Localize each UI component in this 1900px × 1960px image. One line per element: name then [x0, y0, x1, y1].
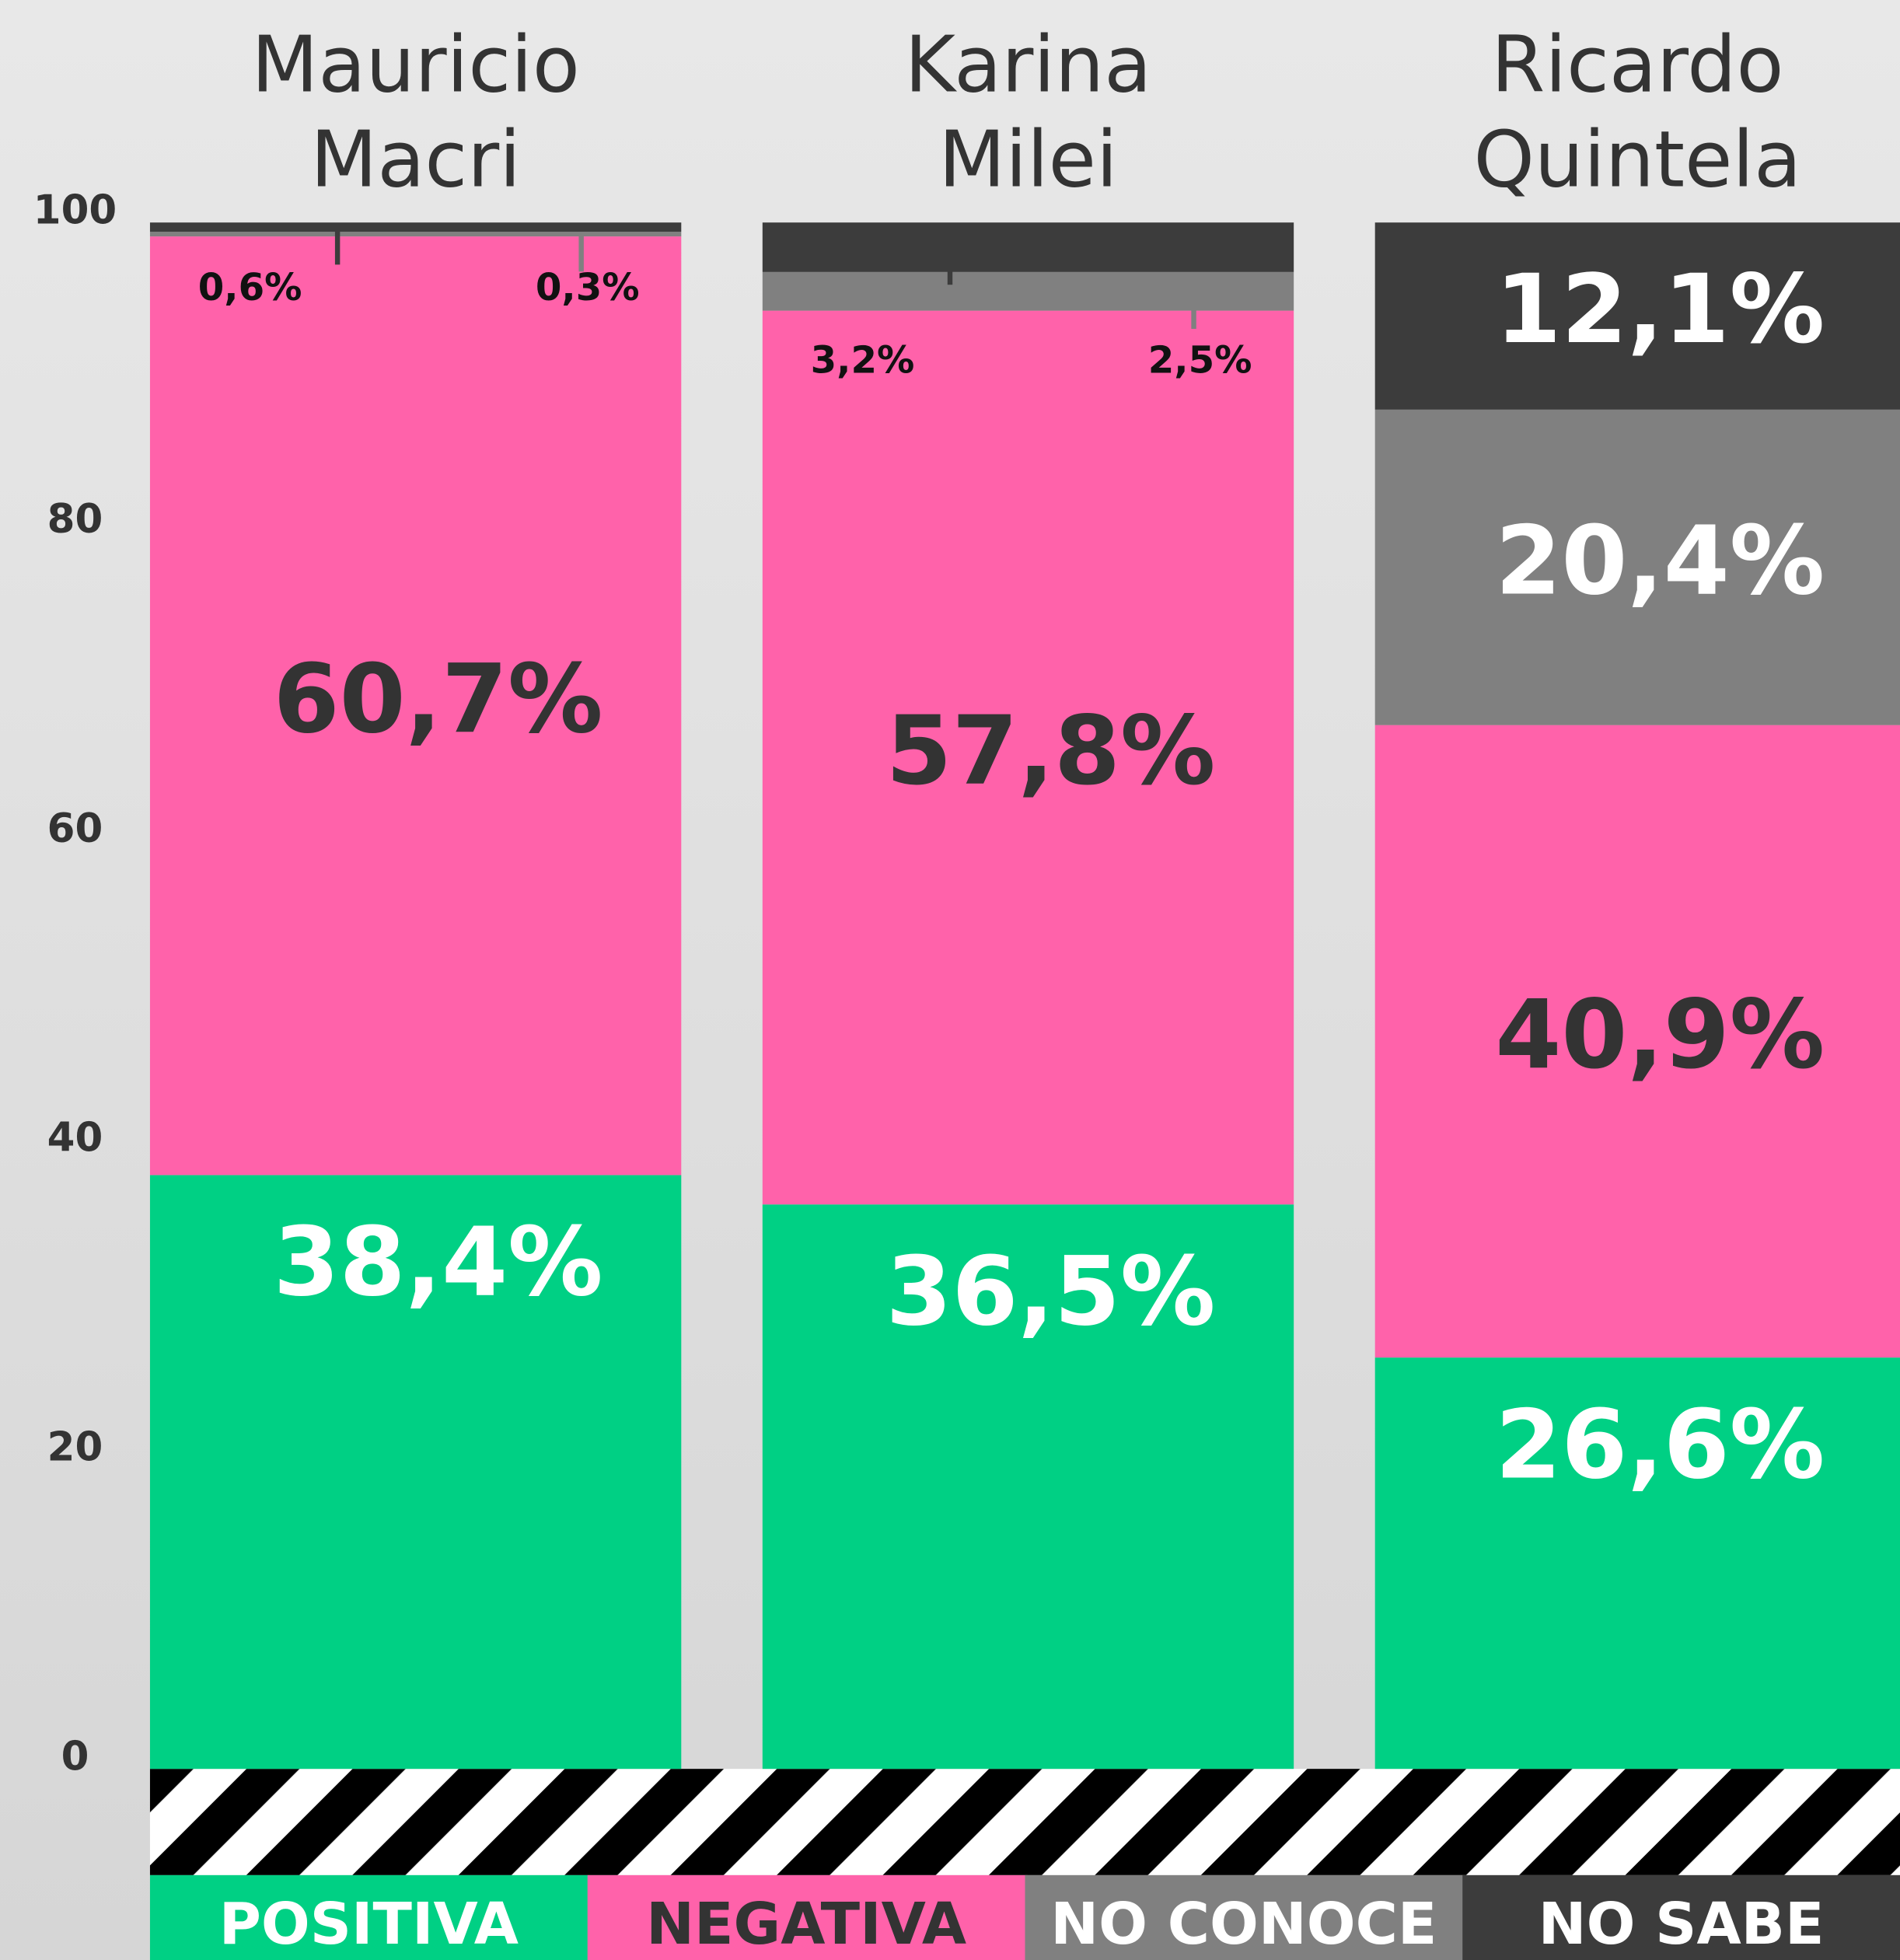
legend-label: NO SABE: [1539, 1891, 1825, 1958]
bar-segment: [763, 272, 1294, 311]
value-label: 40,9%: [1495, 980, 1825, 1090]
bar-segment: [150, 222, 681, 232]
value-label: 0,6%: [198, 266, 302, 309]
y-tick-label: 80: [47, 496, 103, 543]
value-label: 12,1%: [1495, 254, 1825, 365]
value-label: 20,4%: [1495, 505, 1825, 616]
chart-svg: 0 20 40 60 80 100 38,4% 60,7% 0,3% 0,6% 36,5% 57,8%…: [0, 0, 1900, 1960]
category-label: Mauricio Macri: [215, 18, 616, 208]
value-label: 26,6%: [1495, 1389, 1825, 1500]
category-label: Ricardo Quintela: [1437, 18, 1838, 208]
y-tick-label: 60: [47, 805, 103, 852]
bar-segment: [150, 232, 681, 236]
value-label: 2,5%: [1148, 338, 1252, 382]
chart: 0 20 40 60 80 100 38,4% 60,7% 0,3% 0,6% 36,5% 57,8%…: [0, 0, 1900, 1960]
y-tick-label: 100: [33, 187, 117, 233]
legend-label: POSITIVA: [219, 1891, 519, 1958]
value-label: 57,8%: [885, 696, 1215, 806]
value-label: 0,3%: [536, 266, 640, 309]
y-tick-label: 0: [61, 1733, 89, 1780]
category-label: Karina Milei: [828, 18, 1228, 208]
y-tick-label: 40: [47, 1115, 103, 1162]
y-tick-label: 20: [47, 1424, 103, 1471]
legend-label: NEGATIVA: [646, 1891, 966, 1958]
bar-segment: [763, 222, 1294, 272]
value-label: 38,4%: [274, 1207, 603, 1318]
value-label: 3,2%: [811, 338, 915, 382]
legend-label: NO CONOCE: [1050, 1891, 1437, 1958]
value-label: 36,5%: [885, 1236, 1215, 1347]
value-label: 60,7%: [274, 644, 603, 754]
stripe-band: [150, 1769, 1900, 1875]
